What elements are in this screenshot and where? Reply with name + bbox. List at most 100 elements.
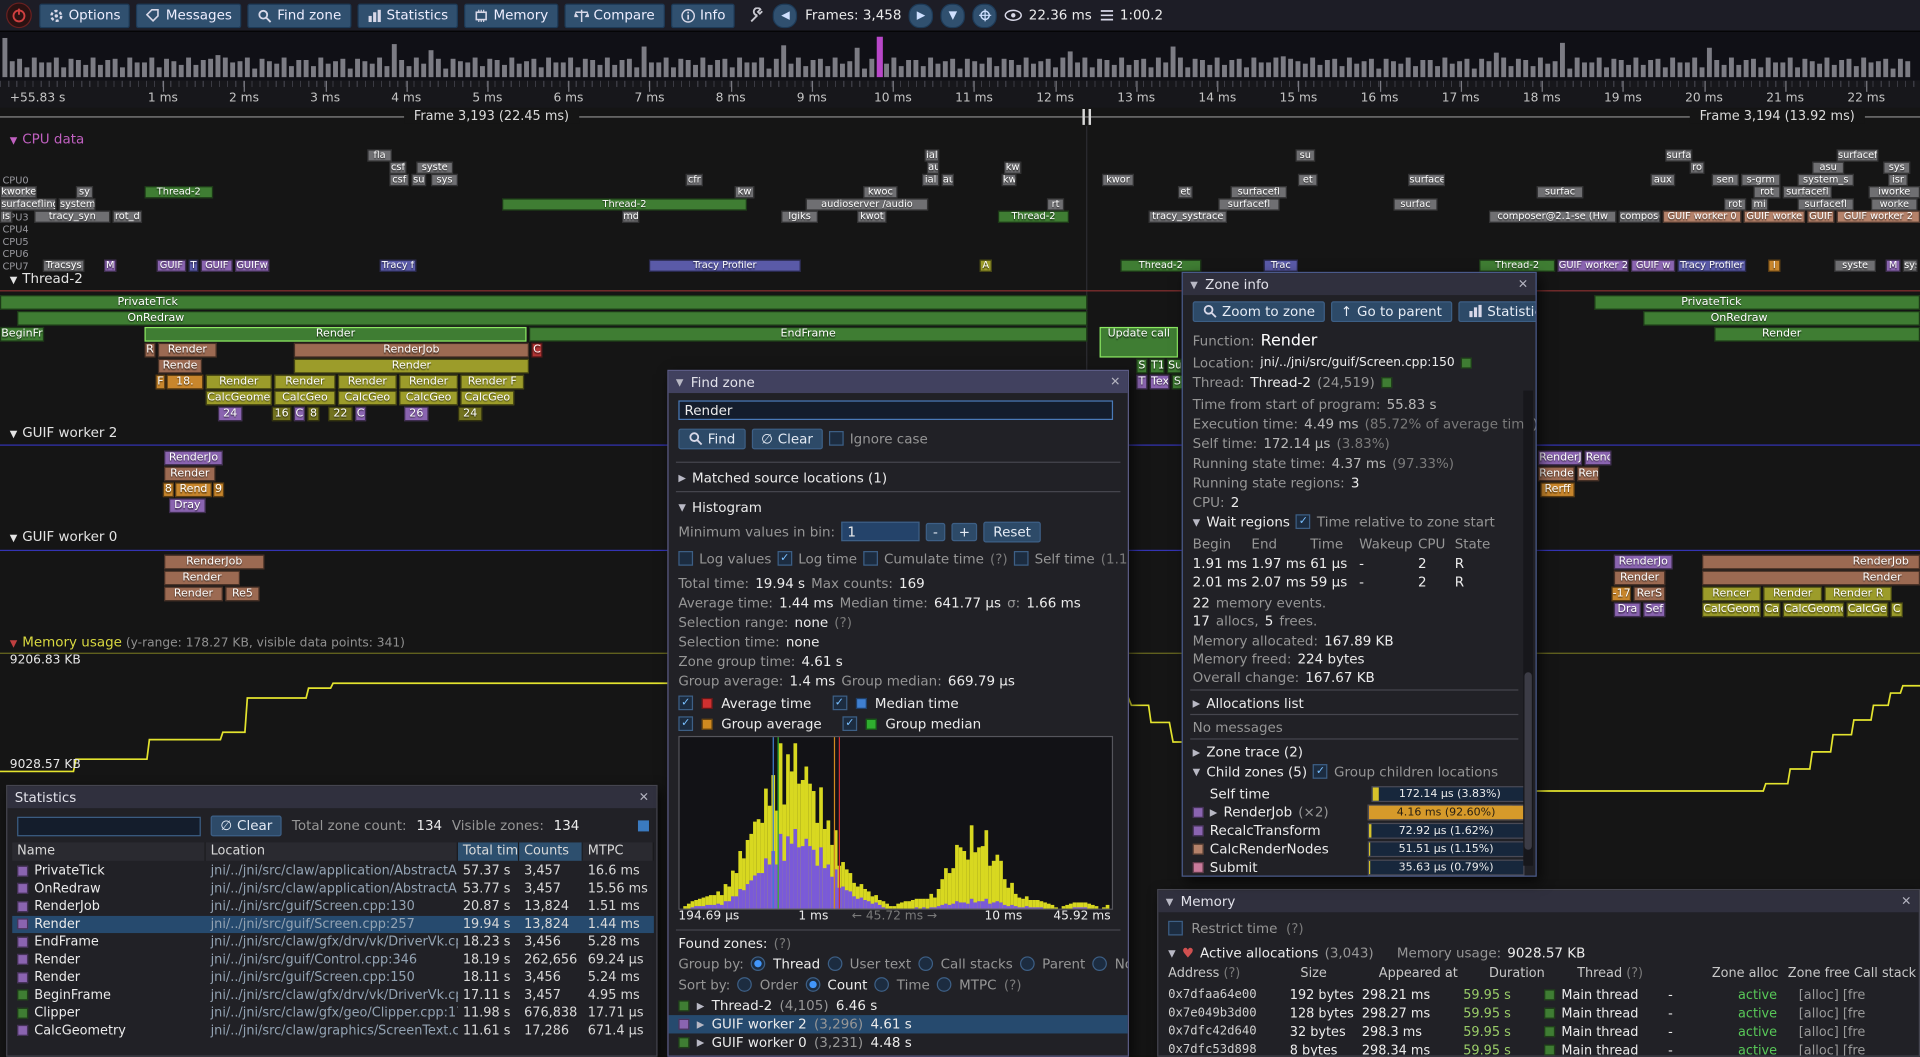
zone-info-titlebar[interactable]: ▼ Zone info ✕ — [1182, 273, 1536, 296]
timeline-zone[interactable]: C — [1890, 602, 1903, 618]
timeline-zone[interactable]: GUIF — [1807, 210, 1835, 223]
timeline-zone[interactable]: GUIF worker 2 — [1836, 210, 1920, 223]
frame-bar[interactable] — [1721, 64, 1727, 78]
found-zone-group[interactable]: ▶ GUIF worker 1 (3,192) 4.39 s — [669, 1052, 1128, 1057]
frame-bar[interactable] — [1317, 65, 1323, 78]
table-row[interactable]: BeginFrame jni/../jni/src/claw/gfx/drv/vk… — [12, 986, 654, 1004]
frame-bar[interactable] — [634, 67, 640, 78]
find-zone-histogram[interactable] — [678, 735, 1114, 910]
table-row[interactable]: Render jni/../jni/src/guif/Screen.cpp:150… — [12, 969, 654, 987]
stats-clear-button[interactable]: ∅ Clear — [210, 815, 283, 837]
timeline-zone[interactable]: sy — [75, 186, 94, 199]
call-stack-free[interactable]: [fre — [1842, 987, 1866, 1003]
section-header-guif-worker-0[interactable]: ▼ GUIF worker 0 — [10, 529, 118, 545]
frame-label-left[interactable]: Frame 3,193 (22.45 ms) — [404, 108, 579, 124]
frame-bar[interactable] — [1905, 60, 1911, 78]
timeline-zone[interactable]: Render — [164, 570, 240, 586]
timeline-zone[interactable]: C — [355, 406, 367, 422]
timeline-zone[interactable]: md — [622, 210, 640, 223]
help-icon[interactable]: (?) — [1622, 966, 1644, 981]
frame-bar[interactable] — [24, 67, 30, 78]
frame-bar[interactable] — [1346, 57, 1352, 78]
table-row[interactable]: EndFrame jni/../jni/src/claw/gfx/drv/vk/D… — [12, 933, 654, 951]
timeline-zone[interactable]: 26 — [404, 406, 429, 422]
radio-order[interactable] — [737, 977, 753, 992]
frame-bar[interactable] — [1222, 64, 1227, 78]
timeline-zone[interactable]: RenderJo — [164, 450, 223, 466]
radio-call-stacks[interactable] — [918, 956, 934, 972]
timeline-zone[interactable]: Sef — [1643, 602, 1666, 618]
memory-column-header[interactable]: Call stack — [1854, 966, 1919, 981]
toolbar-button-memory[interactable]: Memory — [464, 3, 559, 28]
frame-bar[interactable] — [648, 62, 654, 78]
child-zone-row[interactable]: Self time 172.14 μs (3.83%) — [1193, 785, 1529, 802]
timeline-zone[interactable]: ial — [924, 149, 940, 162]
frame-bar[interactable] — [252, 68, 258, 78]
timeline-zone[interactable]: PrivateTick — [1594, 295, 1920, 310]
found-zone-group[interactable]: ▶ GUIF worker 2 (3,296) 4.61 s — [668, 1015, 1128, 1034]
frame-bar[interactable] — [303, 59, 309, 78]
timeline-zone[interactable]: surfacefling — [0, 198, 57, 211]
frame-bar[interactable] — [1471, 68, 1477, 78]
frame-bar[interactable] — [1501, 57, 1507, 78]
frame-bar[interactable] — [751, 61, 757, 78]
timeline-zone[interactable]: surfacefl — [1782, 186, 1832, 199]
found-zone-group[interactable]: ▶ GUIF worker 0 (3,231) 4.48 s — [669, 1033, 1128, 1051]
frame-bar[interactable] — [237, 61, 243, 78]
tools-icon[interactable] — [749, 6, 766, 24]
frame-bar[interactable] — [1677, 62, 1683, 78]
frame-bar[interactable] — [1662, 67, 1668, 78]
frame-bar[interactable] — [1883, 58, 1889, 78]
call-stack-alloc[interactable]: [alloc] — [1798, 1005, 1843, 1021]
toolbar-button-info[interactable]: Info — [670, 3, 736, 28]
timeline-zone[interactable]: T — [1136, 374, 1148, 390]
timeline-zone[interactable]: Trac — [1263, 259, 1298, 272]
frame-bar[interactable] — [377, 57, 383, 78]
frame-bar[interactable] — [538, 67, 544, 78]
memory-column-header[interactable]: Appeared at — [1379, 966, 1489, 981]
timeline-zone[interactable]: Rende — [157, 358, 203, 374]
table-row[interactable]: Render jni/../jni/src/guif/Control.cpp:34… — [12, 951, 654, 969]
timeline-zone[interactable]: 8 — [162, 482, 174, 498]
frame-bar[interactable] — [362, 61, 368, 78]
go-to-parent-button[interactable]: ↑ Go to parent — [1331, 300, 1452, 322]
frame-bar[interactable] — [311, 66, 316, 78]
table-row[interactable]: OnRedraw jni/../jni/src/claw/application/… — [12, 880, 654, 898]
frame-bar[interactable] — [112, 58, 118, 78]
frame-bar[interactable] — [1728, 57, 1734, 78]
frame-bar[interactable] — [1743, 60, 1749, 78]
wait-column-header[interactable]: State — [1454, 535, 1491, 552]
frame-bar[interactable] — [1214, 57, 1220, 78]
memory-allocation-row[interactable]: 0x7dfc42d640 32 bytes 298.3 ms 59.95 s Main … — [1168, 1022, 1911, 1040]
frame-bar[interactable] — [1097, 59, 1103, 78]
call-stack-alloc[interactable]: [alloc] — [1798, 1042, 1843, 1057]
frame-bar[interactable] — [935, 63, 941, 78]
frame-bar[interactable] — [1655, 58, 1661, 78]
timeline-zone[interactable]: composer@ — [1618, 210, 1661, 223]
timeline-zone[interactable]: I — [1768, 259, 1781, 272]
timeline-zone[interactable]: rot_d — [112, 210, 143, 223]
frame-bar[interactable] — [472, 57, 478, 78]
stats-column-header[interactable]: Counts — [519, 842, 583, 861]
frame-bar[interactable] — [1479, 58, 1485, 78]
frame-bar[interactable] — [516, 64, 522, 78]
frame-bar[interactable] — [1141, 58, 1147, 78]
time-ruler[interactable]: +55.83 s 1 ms 2 ms 3 ms 4 ms 5 ms 6 ms 7 ms 8 m… — [0, 80, 1920, 108]
timeline-zone[interactable]: Render — [205, 374, 272, 390]
timeline-zone[interactable]: GUIF w — [1631, 259, 1676, 272]
collapse-icon[interactable]: ▶ — [697, 1056, 705, 1057]
frame-bar[interactable] — [222, 57, 228, 78]
frame-bar[interactable] — [1787, 57, 1793, 78]
timeline-zone[interactable]: Tracsys — [42, 259, 85, 272]
timeline-zone[interactable]: mi — [1751, 198, 1769, 211]
help-icon[interactable]: (?) — [773, 934, 792, 951]
timeline-zone[interactable]: C — [531, 342, 543, 358]
frame-bar[interactable] — [817, 59, 823, 78]
frame-bar[interactable] — [656, 62, 662, 78]
frame-bar[interactable] — [568, 57, 574, 78]
frame-bar[interactable] — [700, 57, 706, 78]
frame-bar[interactable] — [1780, 61, 1786, 78]
frame-bar[interactable] — [876, 36, 883, 78]
timeline-zone[interactable]: Su — [1166, 358, 1182, 374]
toolbar-button-find-zone[interactable]: Find zone — [247, 3, 352, 28]
